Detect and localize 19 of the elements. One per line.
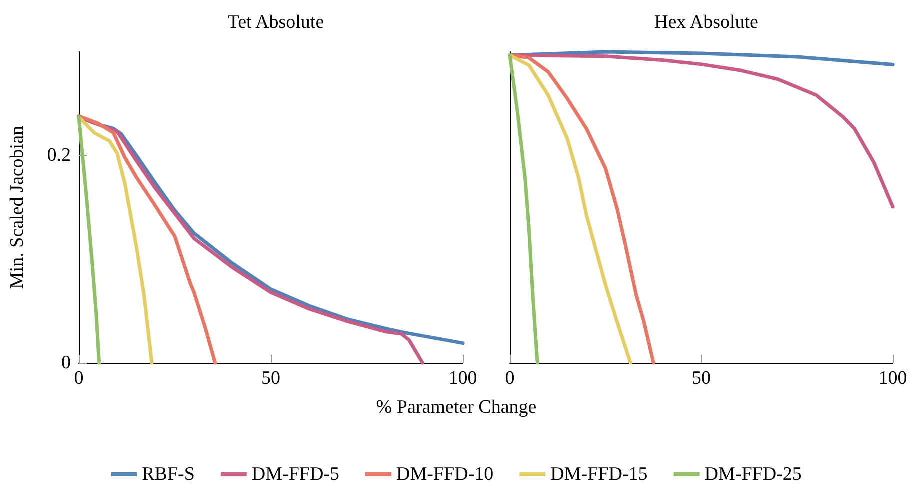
y-tick-label: 0.2 [47, 145, 71, 166]
x-tick-label: 100 [448, 368, 478, 389]
y-axis-title: Min. Scaled Jacobian [7, 125, 28, 290]
legend-label: DM-FFD-15 [550, 464, 648, 485]
legend-label: DM-FFD-10 [396, 464, 494, 485]
legend-label: DM-FFD-25 [704, 464, 802, 485]
x-tick-label: 100 [878, 368, 908, 389]
x-tick-label: 50 [692, 368, 711, 389]
x-tick-label: 0 [505, 368, 515, 389]
line-series [77, 116, 102, 365]
legend-label: DM-FFD-5 [252, 464, 340, 485]
legend-label: RBF-S [142, 464, 195, 485]
chart-title: Hex Absolute [654, 12, 758, 33]
x-tick-label: 0 [74, 368, 84, 389]
x-tick-label: 50 [262, 368, 280, 389]
line-series [77, 116, 154, 365]
x-axis-title: % Parameter Change [376, 397, 537, 418]
line-series [77, 114, 218, 365]
chart-title: Tet Absolute [228, 12, 324, 33]
